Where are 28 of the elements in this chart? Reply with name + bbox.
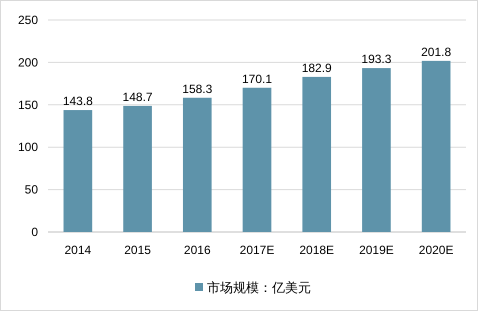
y-tick-label: 250 <box>18 13 38 27</box>
bar <box>302 76 332 232</box>
bar <box>422 60 450 232</box>
x-tick-label: 2018E <box>299 243 334 257</box>
x-tick-label: 2015 <box>124 243 152 257</box>
data-label: 148.7 <box>122 90 153 104</box>
data-label: 143.8 <box>62 94 94 108</box>
legend-label: 市场规模：亿美元 <box>207 280 311 295</box>
data-label: 158.3 <box>182 82 213 96</box>
bar <box>64 110 92 232</box>
x-tick-label: 2019E <box>359 243 394 257</box>
bar <box>123 106 152 232</box>
x-tick-label: 2016 <box>184 243 211 257</box>
data-label: 170.1 <box>242 72 272 86</box>
data-label: 201.8 <box>421 44 452 59</box>
bar <box>362 68 391 232</box>
bar <box>242 88 272 232</box>
bar <box>182 98 212 232</box>
y-tick-label: 100 <box>18 140 38 154</box>
x-tick-label: 2014 <box>64 243 92 257</box>
y-tick-label: 50 <box>24 182 38 197</box>
y-tick-label: 0 <box>31 225 38 239</box>
y-tick-label: 200 <box>18 55 38 70</box>
x-tick-label: 2017E <box>240 243 274 257</box>
y-tick-label: 150 <box>18 98 38 112</box>
data-label: 182.9 <box>302 60 332 75</box>
data-label: 193.3 <box>361 52 392 66</box>
x-tick-label: 2020E <box>418 243 454 257</box>
